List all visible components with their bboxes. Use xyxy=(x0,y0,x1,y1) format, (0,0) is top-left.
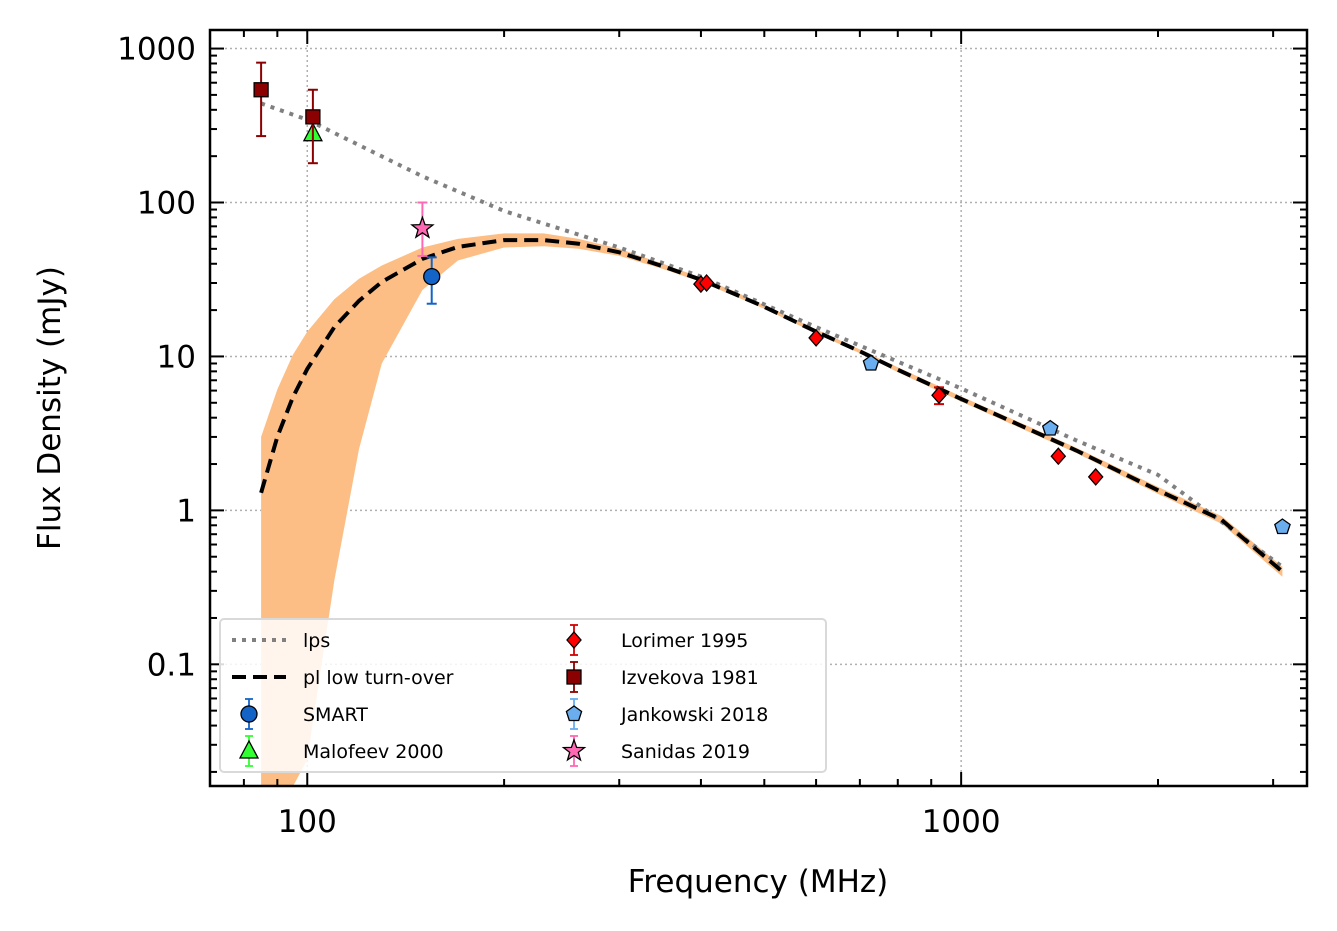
legend-label: Izvekova 1981 xyxy=(621,667,759,689)
y-tick-label: 1 xyxy=(176,493,196,529)
point-lorimer-1995 xyxy=(698,274,715,292)
legend-marker-malofeev-2000 xyxy=(238,739,260,759)
legend-marker-lorimer-1995 xyxy=(566,631,582,649)
data-points xyxy=(253,61,1291,535)
x-tick-label: 1000 xyxy=(922,804,1001,840)
point-lorimer-1995 xyxy=(1087,467,1104,486)
legend-marker-smart xyxy=(240,705,258,723)
legend-marker-sanidas-2019 xyxy=(561,738,587,762)
y-axis-title: Flux Density (mJy) xyxy=(32,266,68,550)
point-jankowski-2018 xyxy=(1274,518,1291,535)
model-uncertainty-band xyxy=(261,233,1283,786)
y-tick-label: 1000 xyxy=(117,32,196,68)
axes: 100 1000 0.1 1 10 100 1000 xyxy=(117,28,1309,840)
point-smart xyxy=(423,267,441,286)
legend-label: Sanidas 2019 xyxy=(621,741,750,763)
point-sanidas-2019 xyxy=(410,215,435,239)
legend-label: lps xyxy=(303,630,330,652)
point-lorimer-1995 xyxy=(1050,447,1067,466)
uncertainty-band xyxy=(261,233,1283,786)
x-axis-title: Frequency (MHz) xyxy=(628,864,889,900)
point-lorimer-1995 xyxy=(808,328,824,347)
legend-marker-jankowski-2018 xyxy=(565,705,583,722)
y-tick-label: 0.1 xyxy=(147,647,196,683)
legend-marker-izvekova-1981 xyxy=(566,669,582,685)
legend-label: pl low turn-over xyxy=(303,667,454,689)
legend-box xyxy=(219,618,827,773)
plot-frame xyxy=(208,28,1309,788)
legend-label: Lorimer 1995 xyxy=(621,630,748,652)
legend-label: Malofeev 2000 xyxy=(303,741,444,763)
x-tick-label: 100 xyxy=(278,804,337,840)
y-tick-label: 10 xyxy=(157,339,196,375)
point-jankowski-2018 xyxy=(1041,419,1059,436)
y-tick-label: 100 xyxy=(137,185,196,221)
legend: lps Lorimer 1995 pl low turn-over Izvekova … xyxy=(219,618,827,773)
point-izvekova-1981 xyxy=(305,109,321,125)
point-jankowski-2018 xyxy=(862,354,880,371)
legend-label: SMART xyxy=(303,704,368,726)
point-lorimer-1995 xyxy=(931,386,947,405)
line-pl-low-turn-over xyxy=(259,238,1284,574)
point-izvekova-1981 xyxy=(253,82,269,98)
legend-label: Jankowski 2018 xyxy=(620,704,768,726)
